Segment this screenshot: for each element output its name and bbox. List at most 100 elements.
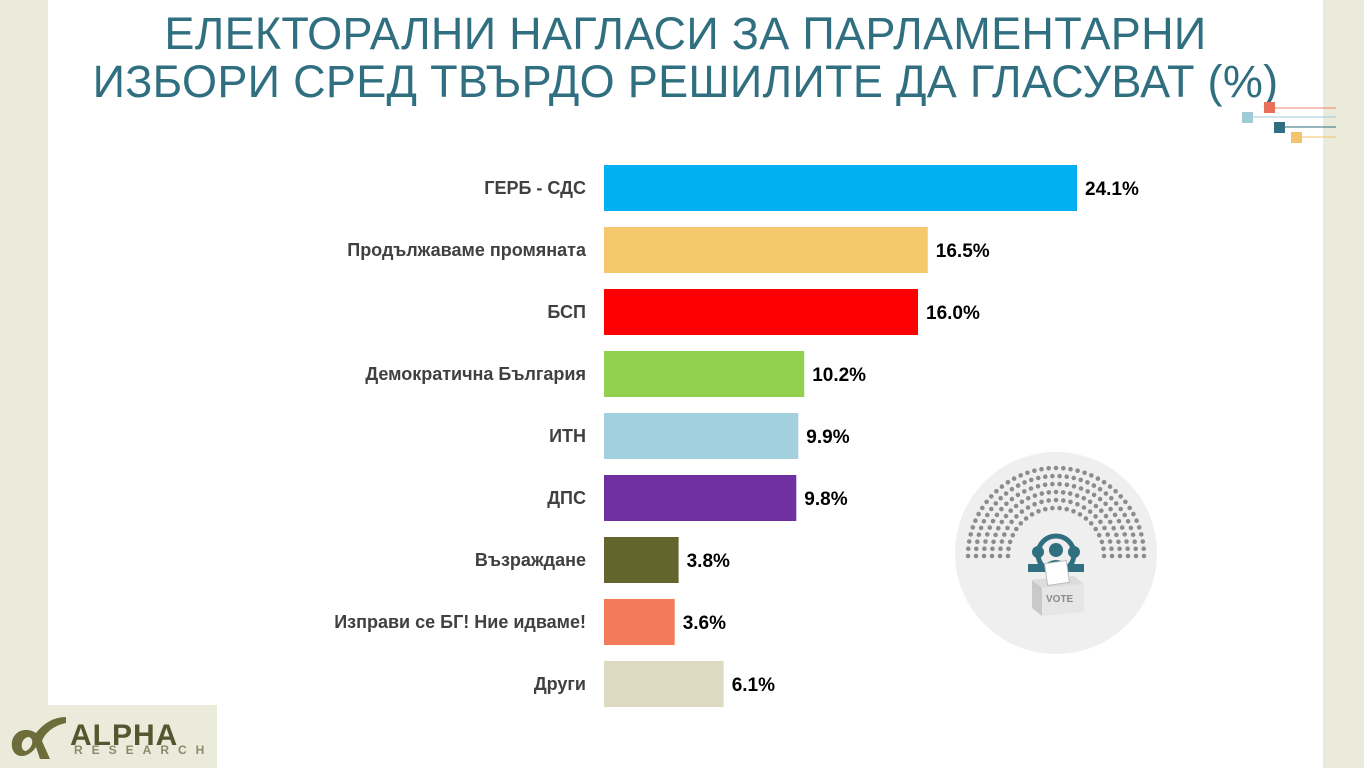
- seat-dot: [1125, 546, 1130, 551]
- category-label-7: Възраждане: [475, 550, 586, 570]
- value-label-4: 10.2%: [812, 365, 866, 386]
- seat-dot: [982, 546, 987, 551]
- seat-dot: [1116, 518, 1122, 524]
- seat-dot: [1067, 491, 1073, 496]
- seat-dot: [1113, 489, 1118, 494]
- seat-dot: [1071, 509, 1076, 514]
- seat-dot: [1109, 495, 1114, 501]
- seat-dot: [978, 525, 984, 531]
- seat-dot: [1036, 509, 1041, 514]
- seat-dot: [1133, 546, 1138, 552]
- seat-dot: [1018, 521, 1024, 526]
- parliament-vote-icon: VOTE: [955, 452, 1157, 654]
- bar-8: [604, 599, 675, 645]
- seat-dot: [1116, 539, 1121, 545]
- seat-dot: [999, 506, 1004, 512]
- seat-dot: [994, 489, 999, 494]
- seat-dot: [1134, 518, 1139, 523]
- seat-dot: [1107, 519, 1113, 525]
- seat-dot: [1093, 526, 1098, 532]
- seat-dot: [1043, 506, 1048, 512]
- seat-dot: [1122, 532, 1127, 537]
- seat-dot: [976, 511, 981, 517]
- seat-dot: [1101, 546, 1106, 552]
- category-label-4: Демократична България: [365, 364, 586, 384]
- seat-dot: [970, 525, 976, 530]
- seat-dot: [1022, 489, 1027, 494]
- seat-dot: [1127, 505, 1132, 511]
- seat-dot: [999, 519, 1005, 525]
- seat-dot: [1108, 506, 1113, 512]
- seat-dot: [1013, 503, 1019, 509]
- seat-dot: [1123, 499, 1128, 505]
- seat-dot: [973, 553, 979, 559]
- seat-dot: [1064, 474, 1069, 479]
- seat-dot: [1096, 532, 1102, 538]
- seat-dot: [1007, 539, 1013, 545]
- bar-9: [604, 661, 724, 707]
- seat-dot: [1111, 525, 1116, 531]
- seat-dot: [966, 546, 971, 551]
- seat-dot: [1023, 516, 1029, 521]
- ballot-box-icon: VOTE: [1032, 560, 1084, 616]
- category-label-1: ГЕРБ - СДС: [484, 178, 586, 198]
- seat-dot: [1009, 519, 1014, 525]
- bar-5: [604, 413, 799, 459]
- seat-dot: [1089, 473, 1094, 478]
- title-line-1: ЕЛЕКТОРАЛНИ НАГЛАСИ ЗА ПАРЛАМЕНТАРНИ: [164, 8, 1207, 59]
- seat-dot: [1097, 486, 1103, 492]
- seat-dot: [991, 539, 996, 545]
- seat-dot: [983, 539, 988, 544]
- seat-dot: [1078, 486, 1084, 491]
- seat-dot: [1081, 496, 1087, 501]
- seat-dot: [1008, 508, 1013, 513]
- seat-dot: [1018, 473, 1023, 478]
- seat-dot: [1098, 519, 1103, 525]
- seat-dot: [1046, 466, 1051, 471]
- page-title: ЕЛЕКТОРАЛНИ НАГЛАСИ ЗА ПАРЛАМЕНТАРНИ ИЗБ…: [48, 10, 1323, 106]
- seat-dot: [1009, 486, 1015, 492]
- seat-dot: [1091, 492, 1097, 498]
- seat-dot: [1139, 532, 1144, 537]
- seat-dot: [1107, 484, 1113, 489]
- value-label-1: 24.1%: [1085, 179, 1139, 200]
- logo-subtitle: RESEARCH: [74, 743, 214, 757]
- seat-dot: [1061, 466, 1066, 471]
- seat-dot: [1057, 505, 1062, 511]
- seat-dot: [965, 553, 971, 559]
- seat-dot: [1025, 505, 1031, 510]
- seat-dot: [1118, 494, 1123, 499]
- seat-dot: [1097, 496, 1103, 502]
- seat-dot: [1132, 539, 1137, 544]
- seat-dot: [1015, 483, 1021, 488]
- seat-dot: [1075, 502, 1080, 507]
- seat-dot: [1117, 553, 1123, 559]
- seat-dot: [1085, 489, 1090, 494]
- seat-dot: [1032, 468, 1037, 473]
- seat-dot: [1042, 482, 1048, 488]
- seat-dot: [999, 539, 1005, 544]
- seat-dot: [1046, 498, 1051, 503]
- seat-dot: [985, 532, 990, 537]
- seat-dot: [985, 512, 990, 518]
- bar-6: [604, 475, 797, 521]
- seat-dot: [1125, 519, 1131, 524]
- seat-dot: [1119, 525, 1125, 530]
- title-line-2: ИЗБОРИ СРЕД ТВЪРДО РЕШИЛИТЕ ДА ГЛАСУВАТ …: [92, 56, 1279, 107]
- seat-dot: [1025, 470, 1030, 476]
- value-label-5: 9.9%: [806, 427, 849, 448]
- seat-dot: [1124, 539, 1129, 544]
- seat-dot: [1060, 490, 1066, 495]
- seat-dot: [1035, 484, 1041, 489]
- seat-dot: [976, 532, 982, 537]
- seat-dot: [1019, 509, 1025, 514]
- seat-dot: [989, 494, 994, 499]
- seat-dot: [980, 505, 985, 511]
- seat-dot: [1014, 514, 1019, 519]
- seat-dot: [1078, 477, 1083, 483]
- seat-dot: [997, 553, 1003, 559]
- value-label-3: 16.0%: [926, 303, 980, 324]
- seat-dot: [998, 546, 1003, 551]
- seat-dot: [1082, 470, 1087, 476]
